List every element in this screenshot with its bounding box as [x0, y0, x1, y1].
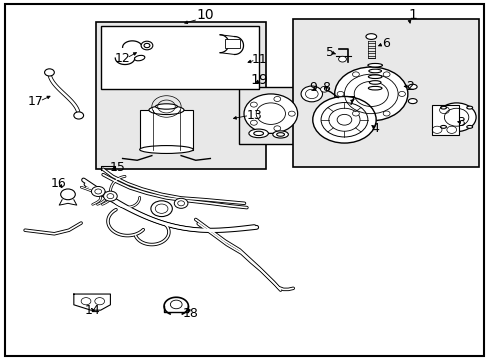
Text: 3: 3	[457, 116, 465, 129]
Circle shape	[250, 102, 257, 107]
Circle shape	[301, 86, 322, 102]
Ellipse shape	[149, 105, 183, 114]
Bar	[101, 26, 259, 89]
Text: 15: 15	[110, 161, 125, 174]
Text: 11: 11	[251, 53, 266, 66]
Text: 2: 2	[406, 80, 413, 93]
Ellipse shape	[367, 63, 382, 67]
Circle shape	[336, 91, 343, 96]
Circle shape	[383, 111, 389, 116]
Text: 19: 19	[250, 73, 267, 87]
Ellipse shape	[368, 81, 380, 84]
Ellipse shape	[440, 106, 446, 109]
Circle shape	[74, 112, 83, 119]
Bar	[238, 87, 303, 144]
Circle shape	[244, 94, 297, 134]
Circle shape	[288, 111, 295, 116]
Text: 4: 4	[370, 122, 378, 135]
Bar	[293, 19, 478, 167]
Ellipse shape	[367, 86, 381, 90]
Text: 12: 12	[115, 51, 130, 64]
Bar	[224, 39, 239, 48]
Ellipse shape	[368, 69, 381, 73]
Text: 5: 5	[325, 46, 333, 59]
Text: 13: 13	[246, 109, 262, 122]
Circle shape	[334, 67, 407, 121]
Text: 8: 8	[322, 81, 330, 94]
Circle shape	[170, 300, 182, 309]
Circle shape	[320, 86, 328, 92]
Text: 7: 7	[347, 95, 355, 108]
Circle shape	[95, 298, 104, 305]
Circle shape	[273, 126, 280, 131]
Circle shape	[91, 186, 105, 197]
Ellipse shape	[248, 129, 268, 138]
Bar	[96, 22, 266, 169]
Text: 6: 6	[381, 37, 389, 50]
Ellipse shape	[466, 106, 472, 109]
Ellipse shape	[440, 125, 446, 128]
Circle shape	[81, 298, 91, 305]
Circle shape	[174, 198, 187, 208]
Ellipse shape	[272, 131, 288, 138]
Circle shape	[44, 69, 54, 76]
Circle shape	[273, 96, 280, 102]
Ellipse shape	[134, 55, 144, 61]
Ellipse shape	[466, 125, 472, 128]
Ellipse shape	[407, 99, 416, 104]
Text: 14: 14	[84, 305, 100, 318]
Ellipse shape	[367, 75, 381, 78]
Circle shape	[312, 96, 375, 143]
Ellipse shape	[365, 34, 376, 40]
Circle shape	[151, 201, 172, 217]
Polygon shape	[74, 294, 110, 310]
Text: 1: 1	[407, 8, 416, 22]
Circle shape	[352, 111, 359, 116]
Circle shape	[103, 191, 117, 201]
Circle shape	[352, 72, 359, 77]
Circle shape	[383, 72, 389, 77]
Text: 10: 10	[196, 8, 214, 22]
Bar	[140, 110, 193, 149]
Text: 9: 9	[308, 81, 316, 94]
Ellipse shape	[407, 84, 416, 89]
Ellipse shape	[155, 104, 177, 109]
Bar	[431, 105, 458, 135]
Circle shape	[436, 103, 475, 132]
Circle shape	[61, 189, 75, 200]
Circle shape	[338, 56, 346, 62]
Circle shape	[141, 41, 153, 50]
Circle shape	[398, 91, 405, 96]
Text: 17: 17	[28, 95, 43, 108]
Text: 16: 16	[50, 177, 66, 190]
Text: 18: 18	[183, 307, 199, 320]
Ellipse shape	[140, 145, 193, 153]
Circle shape	[144, 43, 150, 48]
Circle shape	[250, 120, 257, 125]
